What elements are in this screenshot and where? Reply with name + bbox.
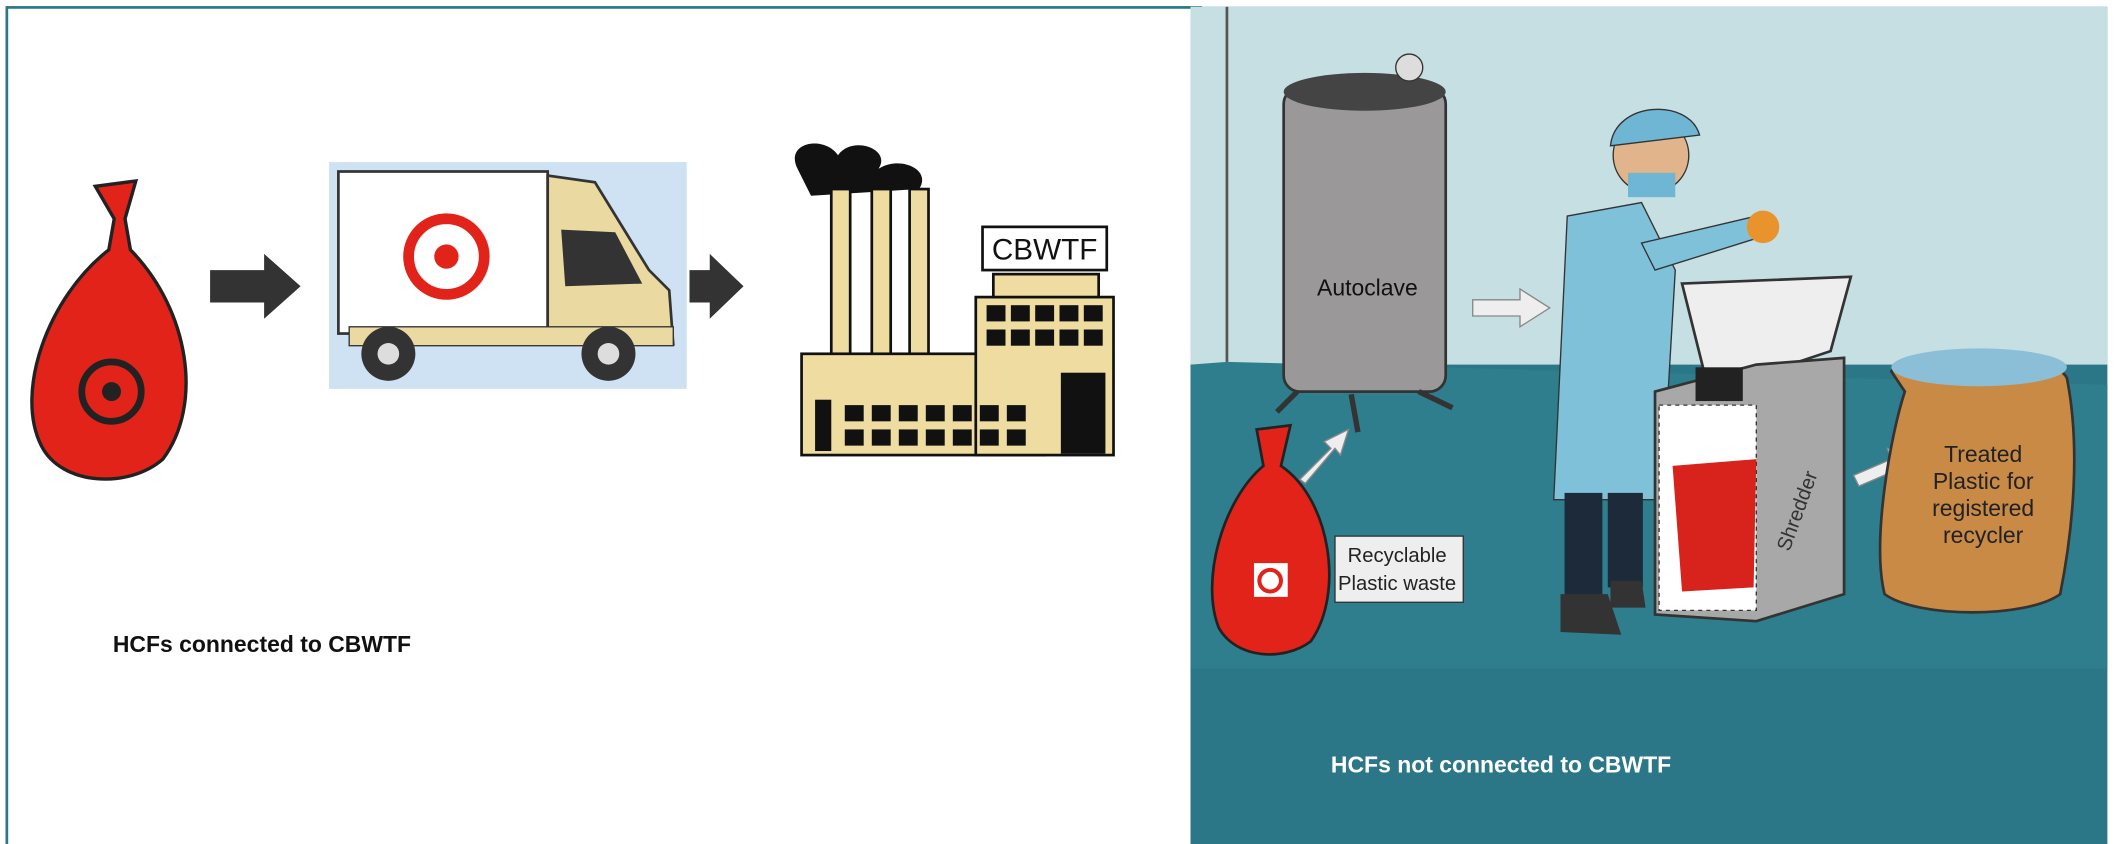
bag-label: registered	[1932, 495, 2034, 521]
factory-sign: CBWTF	[992, 233, 1098, 266]
waste-label: Recyclable	[1348, 545, 1447, 567]
autoclave-label: Autoclave	[1317, 275, 1418, 301]
autoclave: Autoclave	[1277, 54, 1453, 432]
bag-label: recycler	[1943, 522, 2024, 548]
output-bag: Treated Plastic for registered recycler	[1880, 348, 2074, 612]
left-caption: HCFs connected to CBWTF	[113, 631, 411, 657]
waste-label: Plastic waste	[1338, 573, 1456, 595]
bag-label: Treated	[1944, 441, 2022, 467]
illustration: CBWTF HCFs connected to CBWTF Autoclave	[0, 0, 2119, 844]
bag-label: Plastic for	[1933, 468, 2034, 494]
right-panel: Autoclave Shredder Tr	[1190, 7, 2107, 844]
left-panel: CBWTF HCFs connected to CBWTF	[7, 7, 1201, 844]
truck	[329, 162, 687, 389]
page: {"left_panel":{"caption":"HCFs connected…	[0, 0, 2119, 844]
right-caption: HCFs not connected to CBWTF	[1331, 751, 1671, 777]
